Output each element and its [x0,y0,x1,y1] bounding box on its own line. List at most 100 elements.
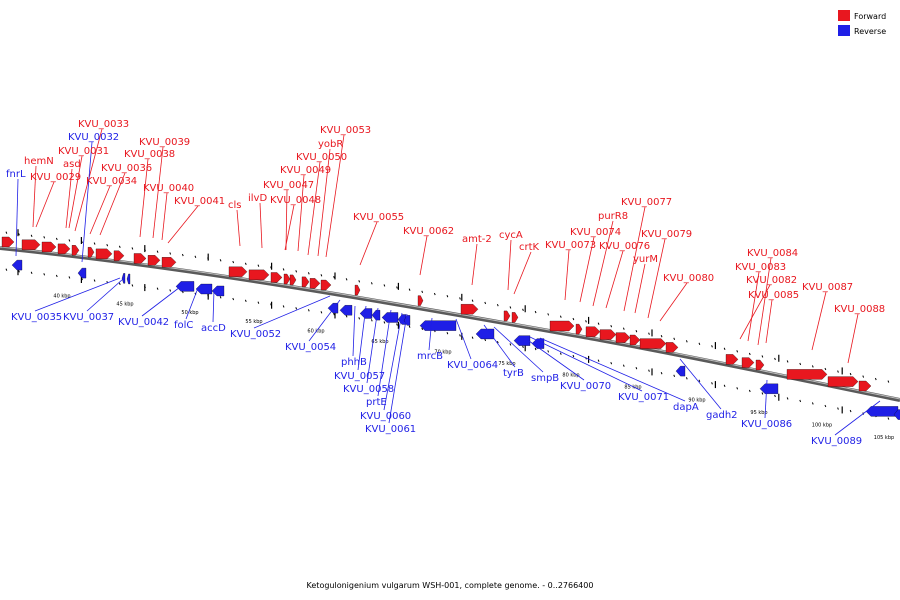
forward-leader-line [634,263,646,314]
reverse-gene [371,309,381,321]
tick-label: 75 kbp [498,361,515,367]
forward-gene [354,284,361,296]
reverse-gene [513,335,531,346]
reverse-gene [893,409,900,420]
forward-leader-line [359,221,378,266]
reverse-leader-line [455,318,472,360]
forward-gene-label: KVU_0038 [124,149,175,160]
forward-leader-line [236,209,241,247]
reverse-leader-line [86,278,124,312]
minor-tick [610,361,613,365]
reverse-gene-label: KVU_0037 [63,312,114,323]
minor-tick [219,296,222,299]
minor-tick [685,377,688,380]
forward-gene-label: KVU_0087 [802,282,853,293]
minor-tick [383,284,386,287]
minor-tick [837,407,839,410]
minor-tick [522,308,524,311]
minor-tick [421,290,424,294]
reverse-leader-line [383,312,403,411]
minor-tick [30,271,33,274]
reverse-gene-label: folC [174,320,193,331]
forward-gene [725,354,739,365]
forward-leader-line [167,205,199,244]
minor-tick [18,233,20,236]
forward-leader-line [297,174,305,252]
forward-gene [665,342,679,353]
minor-tick [748,352,751,356]
reverse-gene-label: KVU_0064 [447,360,498,371]
minor-tick [711,345,713,348]
minor-tick [408,288,411,291]
forward-gene-label: KVU_0080 [663,273,714,284]
minor-tick [459,297,461,300]
minor-tick [559,352,562,355]
minor-tick [723,347,726,351]
reverse-leader-line [539,337,686,402]
tick-label: 40 kbp [53,294,70,300]
tick-label: 70 kbp [434,350,451,356]
map-title: Ketogulonigenium vulgarum WSH-001, compl… [307,581,594,590]
forward-gene-label: cycA [499,230,523,241]
forward-gene-label: KVU_0048 [270,195,321,206]
forward-gene-label: KVU_0049 [280,165,331,176]
forward-leader-line [89,185,111,235]
minor-tick [723,384,726,388]
minor-tick [358,317,361,320]
forward-leader-line [419,235,428,276]
minor-tick [509,306,512,309]
minor-tick [484,301,487,305]
minor-tick [610,324,613,328]
minor-tick [396,286,398,289]
forward-gene-label: purR8 [598,211,628,222]
reverse-leader-line [388,313,408,424]
forward-gene [417,295,424,306]
forward-gene-label: KVU_0033 [78,119,129,130]
minor-tick [761,355,764,358]
reverse-gene-label: KVU_0071 [618,392,669,403]
forward-gene [511,312,519,323]
minor-tick [295,270,298,273]
minor-tick [660,335,663,338]
forward-gene-label: KVU_0073 [545,240,596,251]
reverse-leader-line [366,307,379,384]
minor-tick [244,299,247,303]
reverse-gene-label: fnrL [6,169,26,180]
forward-gene-label: KVU_0036 [101,163,152,174]
tick-label: 55 kbp [245,319,262,325]
minor-tick [685,340,688,343]
reverse-gene-label: tyrB [503,368,524,379]
minor-tick [345,278,348,281]
minor-tick [824,367,827,371]
reverse-gene [11,259,23,271]
forward-leader-line [647,238,666,319]
reverse-gene-label: prtE [366,397,387,408]
forward-gene [228,266,248,277]
forward-gene [41,241,57,253]
reverse-gene [175,281,195,292]
minor-tick [131,247,134,250]
forward-gene [21,239,41,250]
reverse-gene-label: dapA [673,402,699,413]
forward-gene-label: KVU_0084 [747,248,798,259]
minor-tick [55,237,58,241]
reverse-gene [531,338,545,349]
forward-gene [599,329,617,340]
forward-gene-label: KVU_0034 [86,176,137,187]
forward-gene-label: KVU_0047 [263,180,314,191]
reverse-gene-label: KVU_0032 [68,132,119,143]
forward-gene-label: KVU_0039 [139,137,190,148]
gene-labels: hemN KVU_0029 asd KVU_0031 KVU_0033 KVU_0034 K… [6,119,885,447]
minor-tick [244,262,247,266]
forward-gene-label: KVU_0053 [320,125,371,136]
forward-gene [639,338,667,349]
reverse-leader-line [141,283,185,317]
minor-tick [635,367,638,370]
minor-tick [471,336,474,339]
minor-tick [446,295,449,298]
minor-tick [622,327,625,330]
minor-tick [18,270,20,273]
minor-tick [774,357,776,361]
forward-gene-label: ilvD [248,193,267,204]
